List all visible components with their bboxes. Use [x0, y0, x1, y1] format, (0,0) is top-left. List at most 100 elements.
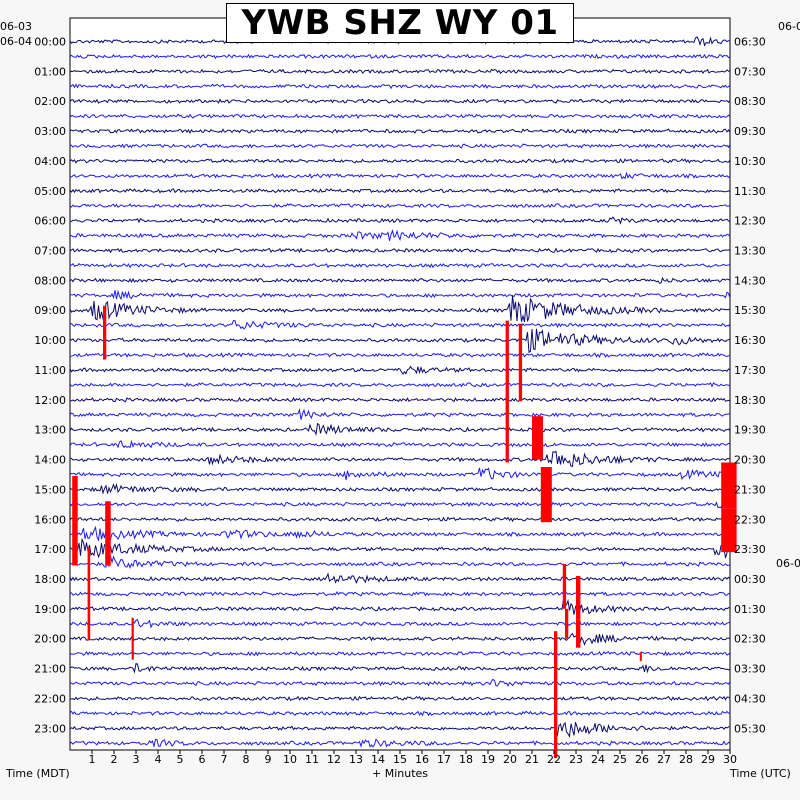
x-tick-label: 29 — [701, 753, 715, 766]
trace-row — [69, 98, 731, 104]
right-tick-label: 16:30 — [734, 334, 766, 347]
x-tick-label: 24 — [591, 753, 605, 766]
x-tick-label: 8 — [243, 753, 250, 766]
left-tick-label: 05:00 — [34, 185, 66, 198]
trace-row — [69, 591, 731, 597]
right-tick-label: 06:30 — [734, 36, 766, 49]
trace-row — [69, 482, 731, 495]
clipped-segment — [721, 462, 737, 509]
left-tick-label: 11:00 — [34, 364, 66, 377]
left-axis-title: Time (MDT) — [5, 767, 70, 780]
right-tick-label: 17:30 — [734, 364, 766, 377]
x-tick-label: 22 — [547, 753, 561, 766]
trace-row — [69, 501, 731, 509]
left-tick-label: 20:00 — [34, 633, 66, 646]
left-tick-label: 15:00 — [34, 483, 66, 496]
right-tick-label: 13:30 — [734, 245, 766, 258]
x-axis-label: + Minutes — [372, 767, 428, 780]
clipped-segment — [505, 320, 509, 463]
x-tick-label: 2 — [111, 753, 118, 766]
x-tick-label: 3 — [133, 753, 140, 766]
right-tick-label: 21:30 — [734, 483, 766, 496]
right-axis-ticks: 06:30 07:30 08:30 09:30 10:30 11:30 12:30 13:30… — [734, 36, 766, 736]
trace-row — [69, 572, 731, 584]
x-tick-label: 25 — [613, 753, 627, 766]
trace-row — [69, 738, 731, 748]
trace-row — [69, 516, 731, 523]
x-tick-label: 21 — [525, 753, 539, 766]
clipped-segment — [576, 619, 581, 648]
clipped-segment — [87, 547, 91, 641]
right-tick-label: 11:30 — [734, 185, 766, 198]
clipped-segments-group — [72, 305, 737, 759]
clipped-segment — [518, 323, 523, 402]
right-tick-label: 19:30 — [734, 424, 766, 437]
right-tick-label: 23:30 — [734, 543, 766, 556]
x-tick-label: 7 — [221, 753, 228, 766]
trace-row — [69, 352, 731, 359]
trace-row — [69, 276, 731, 284]
trace-row — [69, 247, 731, 254]
clipped-segment — [105, 537, 111, 566]
right-tick-label: 03:30 — [734, 663, 766, 676]
trace-row — [69, 422, 731, 437]
x-tick-label: 23 — [569, 753, 583, 766]
left-tick-label: 18:00 — [34, 573, 66, 586]
right-tick-label: 14:30 — [734, 274, 766, 287]
right-axis-title: Time (UTC) — [729, 767, 791, 780]
clipped-segment — [105, 501, 111, 538]
right-tick-label: 04:30 — [734, 692, 766, 705]
clipped-segment — [562, 564, 567, 609]
clipped-segment — [554, 631, 558, 759]
left-tick-label: 01:00 — [34, 65, 66, 78]
right-tick-label: 12:30 — [734, 215, 766, 228]
right-date-bottom: 06-0 — [776, 557, 800, 570]
right-tick-label: 08:30 — [734, 95, 766, 108]
left-tick-label: 09:00 — [34, 304, 66, 317]
x-tick-label: 6 — [199, 753, 206, 766]
x-tick-label: 19 — [481, 753, 495, 766]
trace-row — [69, 598, 731, 615]
left-tick-label: 00:00 — [34, 36, 66, 49]
trace-row — [69, 158, 731, 164]
plot-area — [69, 17, 731, 751]
left-tick-label: 04:00 — [34, 155, 66, 168]
trace-row — [69, 216, 731, 225]
trace-row — [69, 525, 731, 542]
trace-row — [69, 396, 731, 403]
chart-title: YWB SHZ WY 01 — [226, 3, 574, 43]
x-tick-label: 9 — [265, 753, 272, 766]
left-tick-label: 14:00 — [34, 454, 66, 467]
trace-row — [69, 618, 731, 629]
left-tick-label: 12:00 — [34, 394, 66, 407]
trace-row — [69, 171, 731, 180]
x-tick-label: 11 — [305, 753, 319, 766]
trace-row — [69, 382, 731, 388]
trace-row — [69, 408, 731, 420]
x-tick-label: 13 — [349, 753, 363, 766]
trace-row — [69, 289, 731, 301]
right-date-top: 06-0 — [778, 20, 800, 33]
right-tick-label: 07:30 — [734, 65, 766, 78]
trace-row — [69, 128, 731, 134]
trace-row — [69, 710, 731, 717]
right-tick-label: 01:30 — [734, 603, 766, 616]
clipped-segment — [131, 617, 134, 660]
left-tick-label: 19:00 — [34, 603, 66, 616]
clipped-segment — [532, 416, 543, 460]
traces-group — [69, 36, 731, 748]
x-tick-label: 12 — [327, 753, 341, 766]
trace-row — [69, 537, 731, 559]
clipped-segment — [72, 522, 78, 566]
trace-row — [69, 113, 731, 120]
left-tick-label: 22:00 — [34, 692, 66, 705]
trace-row — [69, 295, 731, 323]
x-tick-label: 20 — [503, 753, 517, 766]
left-tick-label: 06:00 — [34, 215, 66, 228]
left-tick-label: 23:00 — [34, 722, 66, 735]
right-tick-label: 10:30 — [734, 155, 766, 168]
left-date-bottom: 06-04 — [0, 35, 32, 48]
right-tick-label: 20:30 — [734, 454, 766, 467]
clipped-segment — [72, 476, 78, 523]
